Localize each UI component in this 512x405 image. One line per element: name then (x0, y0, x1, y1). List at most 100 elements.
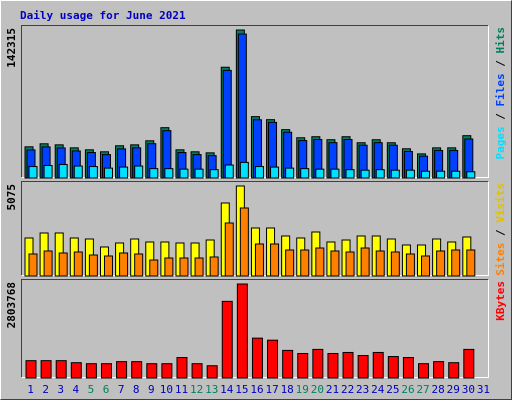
bar (149, 168, 159, 179)
bar (254, 243, 264, 277)
bar (179, 257, 189, 277)
x-tick-label: 3 (57, 383, 64, 396)
bar (421, 255, 431, 277)
panel-edge-dark (21, 279, 489, 378)
x-tick-label: 9 (148, 383, 155, 396)
bar (297, 352, 309, 379)
bar (103, 255, 113, 277)
bar (466, 249, 476, 277)
x-tick-label: 30 (462, 383, 475, 396)
bar (25, 360, 37, 379)
bar (405, 253, 415, 277)
bar (149, 259, 159, 277)
bar (131, 361, 143, 379)
x-tick-label: 24 (371, 383, 385, 396)
bar (236, 283, 248, 379)
bar (436, 170, 446, 179)
bar (451, 249, 461, 277)
x-tick-label: 22 (341, 383, 354, 396)
bar (224, 222, 234, 277)
y-tick-label: 142315 (5, 28, 18, 68)
bar (237, 33, 247, 179)
bar (300, 249, 310, 277)
bar (418, 363, 430, 379)
bar (330, 250, 340, 277)
bar (433, 361, 445, 379)
panel-edge-dark (21, 25, 489, 178)
x-tick-label: 2 (42, 383, 49, 396)
bar (161, 363, 173, 379)
bar (342, 351, 354, 379)
bar (315, 168, 325, 179)
x-tick-label: 31 (477, 383, 490, 396)
x-tick-label: 25 (386, 383, 399, 396)
bar (119, 252, 129, 277)
bar (88, 254, 98, 277)
bar (209, 256, 219, 277)
bar (448, 362, 460, 379)
bar (100, 363, 112, 379)
bar (40, 360, 52, 379)
x-tick-label: 7 (118, 383, 125, 396)
bar (300, 168, 310, 179)
panel-edge-dark (21, 181, 489, 276)
legend: KBytes (494, 281, 507, 321)
y-tick-label: 5075 (5, 184, 18, 211)
bar (209, 169, 219, 179)
x-tick-label: 6 (103, 383, 110, 396)
bar (285, 249, 295, 277)
x-tick-label: 10 (160, 383, 173, 396)
chart-title: Daily usage for June 2021 (20, 9, 186, 22)
bar (375, 169, 385, 179)
legend-entry: KBytes (494, 281, 507, 321)
bar (267, 339, 279, 379)
bar (345, 169, 355, 179)
bar (58, 163, 68, 179)
bar (270, 243, 280, 277)
bar (312, 348, 324, 379)
bar (85, 363, 97, 379)
bar (28, 166, 38, 179)
bar (43, 250, 53, 277)
x-tick-label: 26 (401, 383, 414, 396)
bar (463, 348, 475, 379)
x-tick-label: 17 (265, 383, 278, 396)
x-tick-label: 28 (432, 383, 445, 396)
bar (390, 251, 400, 277)
bar (146, 363, 158, 379)
bar (73, 251, 83, 277)
legend-entry: Hits (494, 27, 507, 54)
bar (390, 169, 400, 179)
bar (285, 167, 295, 179)
x-tick-label: 11 (175, 383, 188, 396)
bar (134, 165, 144, 179)
bar (134, 253, 144, 277)
bar (58, 252, 68, 277)
bar (191, 363, 203, 379)
x-tick-label: 5 (88, 383, 95, 396)
bar (375, 250, 385, 277)
bar (194, 168, 204, 179)
x-tick-label: 4 (73, 383, 80, 396)
legend-entry: Visits (494, 183, 507, 223)
x-tick-label: 13 (205, 383, 218, 396)
bar (372, 351, 384, 379)
x-tick-label: 27 (416, 383, 429, 396)
bar (116, 361, 128, 379)
bar (405, 169, 415, 179)
bar (360, 169, 370, 179)
bar (119, 166, 129, 179)
bar (43, 165, 53, 179)
bar (254, 166, 264, 179)
bar (270, 166, 280, 179)
bar (451, 170, 461, 179)
bar (239, 161, 249, 179)
x-tick-label: 14 (220, 383, 234, 396)
bar (28, 253, 38, 277)
bar (402, 357, 414, 379)
bar (176, 357, 188, 379)
bar (330, 168, 340, 179)
bar (73, 165, 83, 179)
legend-separator: / (494, 54, 507, 74)
